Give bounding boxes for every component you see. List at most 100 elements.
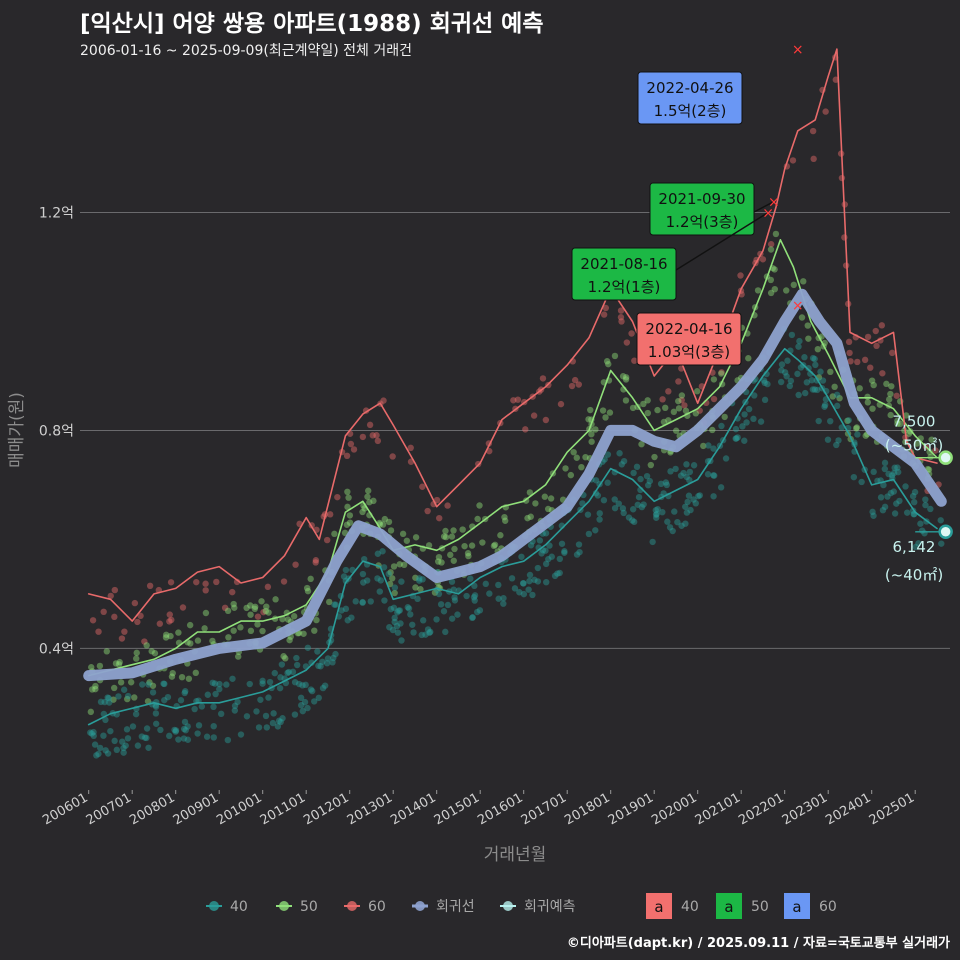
scatter-point [635,493,643,501]
x-tick-label: 200601 [40,790,90,828]
scatter-point [622,376,630,383]
scatter-point [894,468,902,476]
scatter-point [710,376,718,383]
scatter-point [877,494,885,501]
scatter-point [116,658,123,666]
scatter-point [491,541,499,549]
scatter-point [675,378,682,385]
legend-box-glyph: a [654,898,663,916]
scatter-point [342,566,350,574]
scatter-point [710,445,717,452]
scatter-point [846,349,853,357]
scatter-point [312,559,319,566]
scatter-point [476,607,484,614]
scatter-point [345,494,352,501]
scatter-point [692,500,699,507]
scatter-point [119,738,126,745]
scatter-point [809,127,817,135]
scatter-point [124,692,132,700]
scatter-point [751,392,758,399]
x-tick-label: 200701 [84,790,134,828]
x-tick-label: 201601 [475,790,525,828]
y-tick-label: 0.8억 [39,423,74,439]
scatter-point [542,560,550,568]
scatter-point [554,570,561,577]
scatter-point [870,512,877,519]
scatter-point [665,388,672,395]
scatter-point [757,418,765,425]
scatter-point [824,436,832,443]
scatter-point [427,628,434,636]
scatter-point [366,421,374,429]
scatter-point [611,504,619,512]
scatter-point [520,590,528,598]
scatter-point [141,734,149,741]
scatter-point [672,465,679,473]
scatter-point [490,542,498,550]
scatter-point [802,389,809,397]
scatter-point [663,481,670,489]
scatter-point [442,533,450,541]
scatter-point [888,383,895,390]
scatter-point [149,682,157,689]
scatter-point [253,708,260,715]
scatter-point [431,589,439,596]
x-tick-label: 202201 [736,790,786,828]
scatter-point [143,734,150,742]
x-tick-label: 200801 [127,790,177,828]
scatter-point [501,513,508,521]
scatter-point [124,695,131,703]
scatter-point [182,726,189,734]
scatter-point [393,622,401,630]
scatter-point [620,509,627,517]
scatter-point [856,385,863,392]
scatter-point [618,318,625,325]
scatter-point [315,694,322,702]
scatter-point [168,673,176,680]
scatter-point [347,440,355,448]
scatter-point [166,611,173,618]
scatter-point [213,578,220,586]
scatter-point [124,735,132,742]
scatter-point [168,616,175,624]
legend-point-key [347,901,357,911]
scatter-point [110,696,117,703]
scatter-point [262,712,270,720]
scatter-point [529,591,536,599]
scatter-point [754,287,762,294]
x-tick-label: 201201 [301,790,351,828]
scatter-point [631,357,638,364]
scatter-point [315,662,322,670]
scatter-point [202,580,209,587]
scatter-point [115,661,123,668]
scatter-point [468,542,476,549]
scatter-point [790,281,798,289]
scatter-point [149,689,157,696]
scatter-point [630,469,637,477]
scatter-point [102,716,109,724]
scatter-point [152,710,160,717]
scatter-point [852,425,860,432]
scatter-point [386,623,393,631]
scatter-point [804,322,812,329]
scatter-point [161,696,168,704]
scatter-point [894,417,901,424]
scatter-point [163,631,170,638]
scatter-point [314,648,321,655]
scatter-point [571,376,579,384]
scatter-point [733,435,740,442]
scatter-point [745,355,752,362]
scatter-point [732,435,739,442]
scatter-point [592,426,599,433]
scatter-point [869,405,876,412]
scatter-point [107,592,114,600]
scatter-point [90,728,97,736]
scatter-point [340,573,348,580]
scatter-point [444,502,451,509]
scatter-point [787,377,795,385]
scatter-point [259,627,266,635]
legend-box-label: 50 [751,899,769,915]
scatter-point [179,604,187,611]
scatter-point [172,728,179,735]
